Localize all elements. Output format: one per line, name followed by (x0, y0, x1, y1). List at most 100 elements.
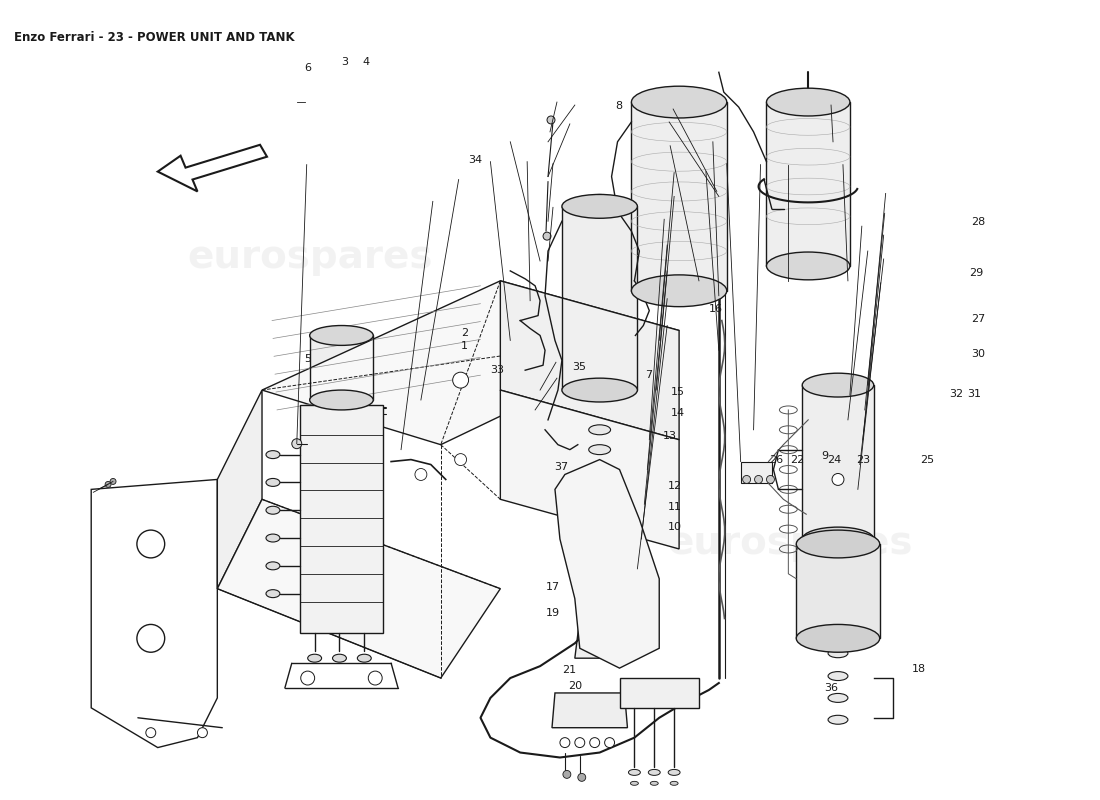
Polygon shape (262, 281, 679, 445)
Text: eurospares: eurospares (668, 524, 913, 562)
Circle shape (543, 232, 551, 240)
Ellipse shape (650, 782, 658, 786)
Ellipse shape (266, 506, 279, 514)
Ellipse shape (828, 715, 848, 724)
Ellipse shape (648, 770, 660, 775)
Bar (619, 678, 698, 708)
Text: 21: 21 (562, 665, 576, 675)
Text: 27: 27 (971, 314, 986, 324)
Text: 31: 31 (967, 389, 981, 398)
Text: 24: 24 (827, 454, 842, 465)
Polygon shape (500, 390, 679, 549)
Ellipse shape (588, 499, 610, 510)
Circle shape (368, 671, 382, 685)
Ellipse shape (628, 770, 640, 775)
Text: 28: 28 (971, 217, 986, 227)
Circle shape (547, 116, 556, 124)
Ellipse shape (767, 252, 850, 280)
Ellipse shape (316, 327, 367, 343)
Ellipse shape (631, 86, 727, 118)
Ellipse shape (590, 194, 609, 202)
Ellipse shape (668, 770, 680, 775)
Text: 10: 10 (668, 522, 682, 532)
Ellipse shape (266, 534, 279, 542)
Polygon shape (552, 693, 627, 728)
Bar (802, 385, 873, 539)
Ellipse shape (266, 590, 279, 598)
Circle shape (563, 770, 571, 778)
Text: 33: 33 (491, 365, 505, 375)
Ellipse shape (266, 562, 279, 570)
Text: Enzo Ferrari - 23 - POWER UNIT AND TANK: Enzo Ferrari - 23 - POWER UNIT AND TANK (14, 30, 295, 43)
Text: 19: 19 (547, 608, 560, 618)
Ellipse shape (592, 600, 607, 607)
Text: 8: 8 (615, 101, 623, 111)
Bar (631, 102, 727, 290)
Ellipse shape (802, 373, 873, 397)
Ellipse shape (266, 478, 279, 486)
Ellipse shape (767, 88, 850, 116)
Text: 22: 22 (790, 454, 804, 465)
Ellipse shape (332, 654, 346, 662)
Polygon shape (218, 499, 500, 678)
Text: 32: 32 (949, 389, 964, 398)
Circle shape (454, 454, 466, 466)
Ellipse shape (588, 482, 610, 491)
Ellipse shape (358, 654, 372, 662)
Ellipse shape (310, 326, 373, 346)
Circle shape (300, 671, 315, 685)
Circle shape (453, 372, 469, 388)
Text: 15: 15 (671, 387, 685, 397)
Ellipse shape (588, 445, 610, 454)
Ellipse shape (266, 450, 279, 458)
Text: 25: 25 (920, 454, 934, 465)
Circle shape (136, 530, 165, 558)
Ellipse shape (796, 530, 880, 558)
Text: 6: 6 (304, 63, 311, 73)
Text: 16: 16 (710, 304, 723, 314)
Bar (796, 544, 880, 638)
Circle shape (575, 738, 585, 747)
Text: 36: 36 (824, 682, 838, 693)
Text: 35: 35 (572, 362, 586, 372)
Text: 34: 34 (469, 155, 483, 165)
Ellipse shape (828, 694, 848, 702)
Polygon shape (218, 390, 262, 589)
Circle shape (415, 469, 427, 481)
Ellipse shape (562, 194, 637, 218)
Text: 2: 2 (461, 328, 469, 338)
Bar (562, 206, 637, 390)
Text: 18: 18 (912, 663, 926, 674)
Circle shape (198, 728, 208, 738)
Circle shape (742, 475, 750, 483)
Circle shape (560, 738, 570, 747)
Circle shape (292, 438, 301, 449)
Bar (740, 462, 772, 483)
Circle shape (590, 738, 600, 747)
Ellipse shape (562, 378, 637, 402)
Ellipse shape (310, 390, 373, 410)
Ellipse shape (796, 625, 880, 652)
Text: 29: 29 (969, 268, 983, 278)
Polygon shape (157, 145, 267, 191)
Polygon shape (500, 281, 679, 440)
Bar (299, 405, 383, 634)
Circle shape (755, 475, 762, 483)
Circle shape (316, 444, 328, 456)
Ellipse shape (630, 782, 638, 786)
Bar (310, 335, 373, 400)
Ellipse shape (670, 782, 678, 786)
Ellipse shape (828, 672, 848, 681)
Ellipse shape (588, 578, 610, 589)
Circle shape (832, 474, 844, 486)
Ellipse shape (588, 425, 610, 434)
Text: 20: 20 (568, 681, 582, 691)
Text: 26: 26 (769, 454, 783, 465)
Text: 23: 23 (857, 454, 870, 465)
Text: 13: 13 (663, 430, 678, 441)
Text: 12: 12 (668, 481, 682, 490)
Ellipse shape (585, 560, 614, 574)
Circle shape (110, 478, 115, 485)
Polygon shape (575, 618, 625, 658)
Ellipse shape (828, 649, 848, 658)
